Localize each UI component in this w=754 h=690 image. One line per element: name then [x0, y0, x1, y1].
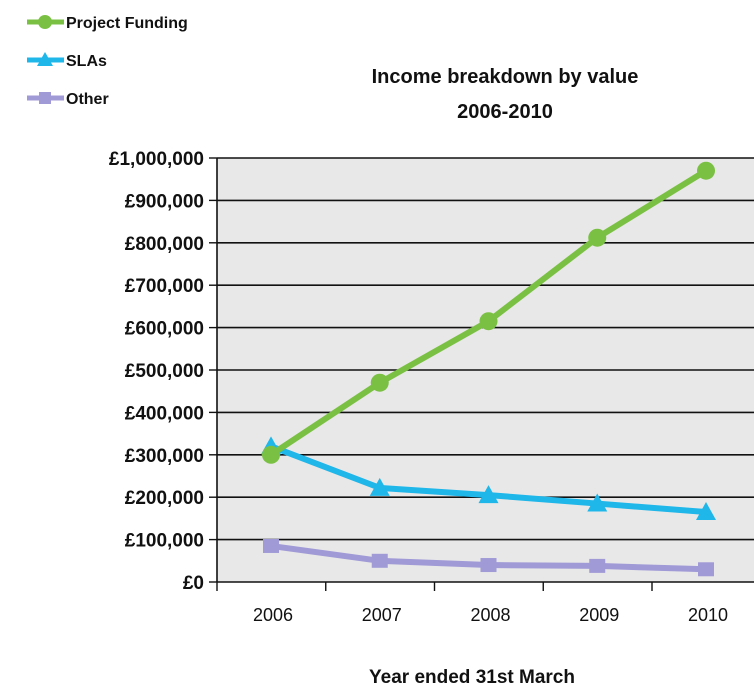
- y-tick-label: £500,000: [125, 361, 204, 382]
- legend: Project Funding SLAs Other: [27, 15, 188, 108]
- y-axis: £0 £100,000 £200,000 £300,000 £400,000 £500,0…: [109, 149, 218, 594]
- legend-label: SLAs: [66, 53, 107, 70]
- x-tick-label: 2007: [362, 605, 402, 625]
- y-tick-label: £800,000: [125, 234, 204, 255]
- data-point: [263, 538, 279, 553]
- y-tick-label: £1,000,000: [109, 149, 204, 170]
- chart-subtitle: 2006-2010: [457, 101, 553, 123]
- legend-item: SLAs: [27, 52, 107, 70]
- data-point: [589, 558, 606, 573]
- data-point: [370, 373, 389, 392]
- data-point: [479, 312, 498, 331]
- y-tick-label: £100,000: [125, 531, 204, 552]
- legend-marker: [39, 92, 51, 104]
- x-axis: 2006 2007 2008 2009 2010: [216, 581, 754, 625]
- chart-title: Income breakdown by value: [372, 66, 639, 88]
- data-point: [371, 553, 388, 568]
- y-tick-label: £700,000: [125, 276, 204, 297]
- y-tick-label: £0: [183, 573, 204, 594]
- legend-label: Project Funding: [66, 15, 188, 32]
- y-tick-label: £600,000: [125, 319, 204, 340]
- data-point: [588, 228, 607, 247]
- x-tick-label: 2006: [253, 605, 293, 625]
- y-tick-label: £400,000: [125, 403, 204, 424]
- y-tick-label: £200,000: [125, 488, 204, 509]
- data-point: [698, 562, 714, 577]
- y-tick-label: £300,000: [125, 446, 204, 467]
- data-point: [478, 485, 499, 504]
- data-point: [696, 502, 716, 521]
- data-point: [262, 445, 280, 464]
- data-point: [369, 477, 390, 496]
- legend-item: Project Funding: [27, 15, 188, 32]
- x-tick-label: 2009: [579, 605, 619, 625]
- legend-marker: [38, 15, 52, 29]
- data-point: [587, 493, 608, 512]
- legend-item: Other: [27, 91, 109, 108]
- x-tick-label: 2008: [470, 605, 510, 625]
- x-tick-label: 2010: [688, 605, 728, 625]
- data-point: [697, 161, 715, 180]
- x-axis-title: Year ended 31st March: [369, 667, 575, 688]
- series-project-funding: [262, 161, 715, 464]
- legend-marker: [37, 52, 53, 66]
- y-tick-label: £900,000: [125, 191, 204, 212]
- data-point: [480, 558, 497, 573]
- legend-label: Other: [66, 91, 109, 108]
- series-other: [263, 538, 714, 577]
- series-layer: [261, 161, 716, 577]
